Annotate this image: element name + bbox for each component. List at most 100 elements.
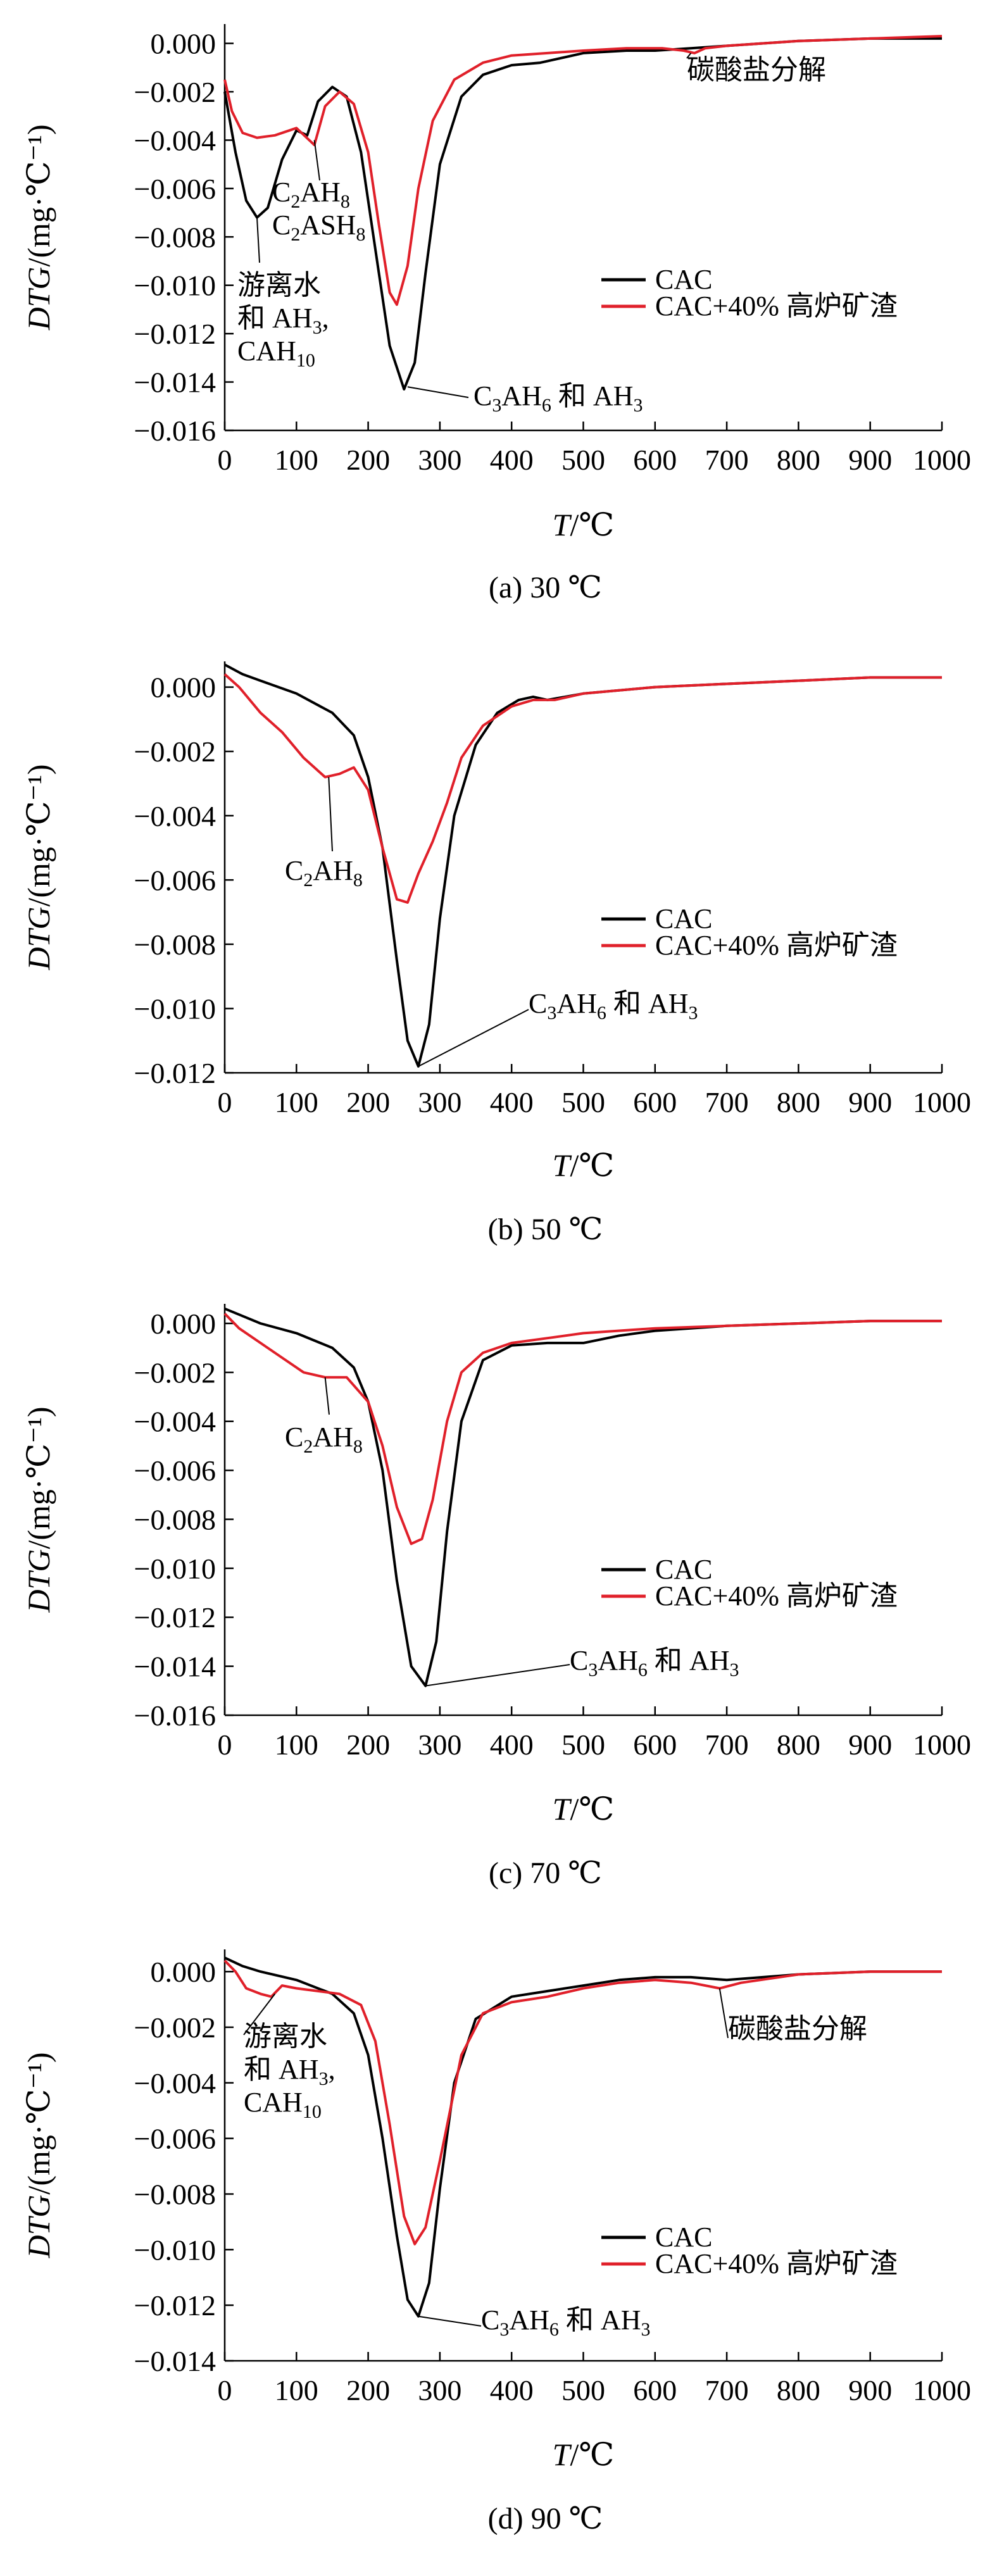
y-tick-label: 0.000 [151, 672, 216, 704]
y-axis-label: DTG/(mg·℃⁻¹) [21, 1406, 56, 1613]
x-axis-label: T/℃ [553, 507, 615, 542]
y-tick-label: −0.010 [134, 270, 216, 302]
y-tick-label: −0.010 [134, 2234, 216, 2266]
series-line-cac [223, 37, 942, 391]
panel-b-chart: 0.000 −0.002 −0.004 −0.006 −0.008 −0.010 −0.01… [21, 661, 971, 1246]
x-tick-label: 700 [705, 1729, 749, 1761]
x-tick-label: 900 [848, 444, 892, 476]
y-axis-label: DTG/(mg·℃⁻¹) [21, 124, 56, 330]
x-axis-label: T/℃ [553, 1791, 615, 1827]
y-axis-label: DTG/(mg·℃⁻¹) [21, 764, 56, 970]
y-tick-label: 0.000 [151, 1956, 216, 1988]
panel-caption: (c) 70 ℃ [489, 1856, 602, 1890]
y-tick-label: −0.002 [134, 76, 216, 108]
legend-label: CAC [655, 264, 712, 295]
y-tick-label: −0.006 [134, 864, 216, 896]
annotation-label: C3AH6 和 AH3 [481, 2304, 650, 2340]
annotation-label: C3AH6 和 AH3 [473, 380, 643, 416]
x-tick-label: 600 [633, 1086, 677, 1118]
y-tick-label: 0.000 [151, 1308, 216, 1340]
x-tick-label: 400 [490, 1086, 534, 1118]
y-tick-label: −0.016 [134, 1699, 216, 1732]
y-tick-label: −0.002 [134, 2011, 216, 2044]
x-tick-label: 200 [346, 2374, 390, 2406]
y-tick-label: −0.012 [134, 318, 216, 350]
annotation-arrow [407, 386, 469, 398]
series-line-cac-slag [223, 673, 942, 904]
y-tick-label: −0.008 [134, 1503, 216, 1535]
y-tick-label: −0.002 [134, 735, 216, 768]
series-line-cac-slag [223, 35, 943, 306]
x-tick-label: 700 [705, 444, 749, 476]
legend-label: CAC+40% 高炉矿渣 [655, 930, 898, 961]
y-tick-label: −0.010 [134, 992, 216, 1025]
x-tick-label: 800 [777, 2374, 820, 2406]
panel-caption: (a) 30 ℃ [489, 571, 602, 604]
annotation-label: 游离水 [237, 270, 321, 301]
annotation-arrow [256, 217, 260, 263]
legend-label: CAC [655, 1554, 712, 1585]
x-tick-label: 800 [777, 1729, 820, 1761]
x-tick-label: 300 [418, 1086, 461, 1118]
x-tick-label: 400 [490, 444, 534, 476]
legend-label: CAC+40% 高炉矿渣 [655, 291, 898, 322]
annotation-arrow [418, 2315, 482, 2327]
annotation-label: C2AH8 [285, 1422, 363, 1457]
x-tick-label: 100 [275, 1729, 318, 1761]
y-tick-label: −0.004 [134, 2067, 216, 2099]
y-tick-label: −0.006 [134, 1454, 216, 1487]
x-tick-label: 0 [218, 444, 232, 476]
annotation-arrow [418, 1009, 529, 1067]
panel-c-chart: 0.000 −0.002 −0.004 −0.006 −0.008 −0.010 −0.01… [21, 1304, 971, 1890]
y-tick-label: −0.012 [134, 1057, 216, 1089]
x-tick-label: 1000 [913, 444, 971, 476]
x-tick-label: 900 [848, 2374, 892, 2406]
y-tick-label: −0.008 [134, 2178, 216, 2210]
series-line-cac-slag [223, 1313, 942, 1546]
annotation-label: C3AH6 和 AH3 [570, 1645, 739, 1680]
annotation-arrow [243, 1993, 276, 2035]
x-tick-label: 700 [705, 2374, 749, 2406]
x-tick-label: 600 [633, 1729, 677, 1761]
x-tick-label: 500 [561, 444, 605, 476]
legend-label: CAC [655, 2222, 712, 2253]
annotation-arrow [324, 1377, 330, 1415]
annotation-arrow [425, 1664, 570, 1687]
x-tick-label: 100 [275, 1086, 318, 1118]
x-tick-label: 500 [561, 1729, 605, 1761]
annotation-label: 和 AH3, [237, 303, 329, 338]
x-tick-label: 900 [848, 1729, 892, 1761]
annotation-arrow [328, 777, 333, 852]
y-tick-label: −0.014 [134, 2345, 216, 2377]
x-axis-label: T/℃ [553, 1147, 615, 1183]
series-line-cac [224, 1307, 942, 1687]
y-tick-label: −0.014 [134, 366, 216, 399]
x-tick-label: 0 [218, 2374, 232, 2406]
y-tick-label: −0.008 [134, 221, 216, 253]
annotation-label: C3AH6 和 AH3 [529, 988, 698, 1023]
x-tick-label: 900 [848, 1086, 892, 1118]
x-tick-label: 1000 [913, 2374, 971, 2406]
y-tick-label: −0.010 [134, 1553, 216, 1585]
annotation-label: 游离水 [244, 2021, 327, 2052]
annotation-label: 碳酸盐分解 [728, 2013, 867, 2044]
x-tick-label: 1000 [913, 1729, 971, 1761]
x-tick-label: 600 [633, 444, 677, 476]
x-tick-label: 0 [218, 1086, 232, 1118]
annotation-label: 碳酸盐分解 [687, 54, 826, 85]
x-tick-label: 200 [346, 444, 390, 476]
legend-label: CAC+40% 高炉矿渣 [655, 2248, 898, 2279]
annotation-label: 和 AH3, [244, 2054, 335, 2089]
legend-label: CAC+40% 高炉矿渣 [655, 1580, 898, 1611]
panel-a-chart: 0.000 −0.002 −0.004 −0.006 −0.008 −0.010 −0.01… [21, 24, 971, 604]
x-tick-label: 100 [275, 2374, 318, 2406]
annotation-label: C2ASH8 [272, 209, 365, 245]
y-tick-label: −0.014 [134, 1651, 216, 1683]
x-tick-label: 300 [418, 444, 461, 476]
annotation-label: C2AH8 [272, 177, 350, 212]
y-tick-label: −0.006 [134, 2123, 216, 2155]
y-axis-label: DTG/(mg·℃⁻¹) [21, 2052, 56, 2258]
panel-caption: (b) 50 ℃ [488, 1213, 603, 1246]
annotation-arrow [686, 53, 692, 59]
x-tick-label: 500 [561, 1086, 605, 1118]
